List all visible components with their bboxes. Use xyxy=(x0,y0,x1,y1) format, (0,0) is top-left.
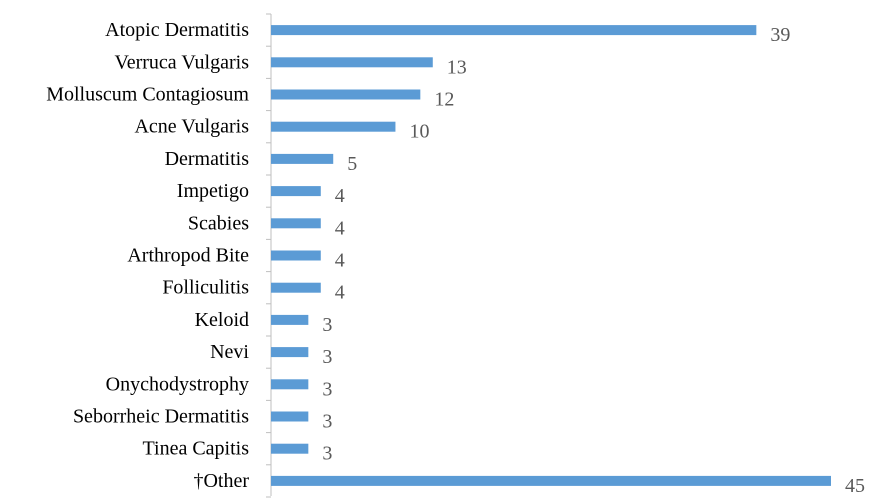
data-label: 4 xyxy=(335,282,345,304)
data-label: 39 xyxy=(770,24,790,46)
category-label: Verruca Vulgaris xyxy=(115,51,250,73)
data-label: 12 xyxy=(434,89,454,111)
bars-group xyxy=(271,25,831,486)
category-label: Atopic Dermatitis xyxy=(105,19,249,41)
data-label: 3 xyxy=(322,411,332,433)
data-label: 13 xyxy=(447,56,467,78)
data-label: 3 xyxy=(322,346,332,368)
category-label: Molluscum Contagiosum xyxy=(46,84,249,106)
bar xyxy=(271,153,334,164)
bar xyxy=(271,347,309,358)
bar xyxy=(271,25,757,36)
category-label: Scabies xyxy=(188,212,249,234)
category-label: Acne Vulgaris xyxy=(134,116,249,138)
category-label: Tinea Capitis xyxy=(143,438,250,460)
data-label: 10 xyxy=(409,121,429,143)
category-labels: Atopic Dermatitis Verruca Vulgaris Mollusc… xyxy=(46,19,249,492)
bar xyxy=(271,57,433,68)
bar xyxy=(271,250,321,261)
bar xyxy=(271,379,309,390)
data-label: 45 xyxy=(845,475,865,497)
category-label: Seborrheic Dermatitis xyxy=(73,406,249,428)
bar xyxy=(271,443,309,454)
bar xyxy=(271,186,321,197)
bar xyxy=(271,121,396,132)
category-label: Onychodystrophy xyxy=(106,373,249,395)
data-label: 3 xyxy=(322,314,332,336)
data-label: 4 xyxy=(335,185,345,207)
bar xyxy=(271,282,321,293)
category-axis-ticks xyxy=(266,13,271,498)
data-label: 5 xyxy=(347,153,357,175)
category-label: †Other xyxy=(193,470,249,492)
data-label: 4 xyxy=(335,250,345,272)
category-label: Arthropod Bite xyxy=(127,245,249,267)
bar xyxy=(271,411,309,422)
data-label: 3 xyxy=(322,443,332,465)
data-label: 3 xyxy=(322,378,332,400)
category-label: Dermatitis xyxy=(165,148,250,170)
bar xyxy=(271,218,321,229)
category-label: Impetigo xyxy=(177,180,249,202)
bar xyxy=(271,314,309,325)
data-label: 4 xyxy=(335,217,345,239)
category-label: Nevi xyxy=(210,341,249,363)
category-label: Folliculitis xyxy=(162,277,249,299)
category-label: Keloid xyxy=(195,309,249,331)
bar xyxy=(271,89,421,100)
bar xyxy=(271,475,831,486)
